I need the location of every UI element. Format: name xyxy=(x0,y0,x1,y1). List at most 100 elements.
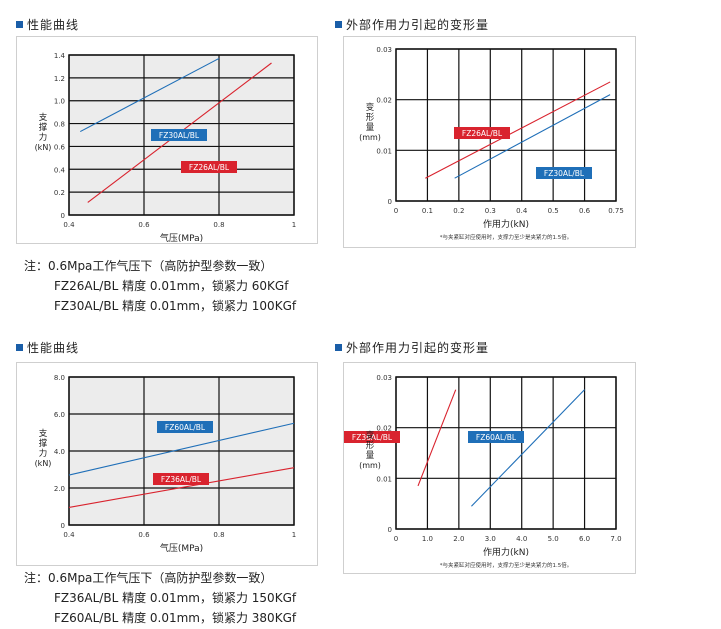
series-line-fz36al-bl xyxy=(417,389,457,487)
x-tick-label: 0.2 xyxy=(453,207,464,215)
x-tick-label: 0 xyxy=(394,535,398,543)
series-label: FZ26AL/BL xyxy=(462,129,503,138)
section-title-text: 性能曲线 xyxy=(27,18,80,32)
x-axis-label: 气压(MPa) xyxy=(160,542,203,554)
section-title-deformation-bottom: 外部作用力引起的变形量 xyxy=(335,339,489,356)
series-label-box xyxy=(181,161,237,173)
x-tick-label: 4.0 xyxy=(516,535,527,543)
series-label: FZ30AL/BL xyxy=(159,131,200,140)
y-axis-label: 力 xyxy=(39,448,48,459)
x-axis-label: 气压(MPa) xyxy=(160,232,203,243)
x-tick-label: 0.5 xyxy=(548,207,559,215)
chart-svg: 0 1.0 2.0 3.0 4.0 5.0 6.0 7.0 0 0.01 0.02 0.03 FZ36A… xyxy=(344,374,622,569)
x-tick-label: 2.0 xyxy=(453,535,464,543)
y-tick-label: 0.03 xyxy=(376,374,392,382)
x-tick-label: 0.4 xyxy=(63,221,75,229)
y-axis-label: 形 xyxy=(366,441,375,451)
y-tick-label: 0 xyxy=(61,522,65,530)
chart-deformation-top: 0 0.1 0.2 0.3 0.4 0.5 0.6 0.75 0 0.01 0.02 0.03 FZ26… xyxy=(343,36,636,248)
y-tick-label: 1.0 xyxy=(54,98,65,106)
series-label-box xyxy=(536,167,592,179)
note-line: FZ30AL/BL 精度 0.01mm，锁紧力 100KGf xyxy=(54,299,297,313)
x-axis-label: 作用力(kN) xyxy=(483,546,529,558)
square-bullet-icon xyxy=(335,21,342,28)
y-axis-unit: (mm) xyxy=(359,133,381,142)
series-label: FZ30AL/BL xyxy=(544,169,585,178)
series-label: FZ60AL/BL xyxy=(165,423,206,432)
series-line-fz26al-bl xyxy=(425,81,611,179)
plot-frame xyxy=(68,54,295,216)
x-tick-label: 7.0 xyxy=(610,535,621,543)
chart-deformation-bottom: 0 1.0 2.0 3.0 4.0 5.0 6.0 7.0 0 0.01 0.02 0.03 FZ36A… xyxy=(343,362,636,574)
square-bullet-icon xyxy=(16,344,23,351)
note-bottom: 注：0.6Mpa工作气压下（高防护型参数一致） FZ36AL/BL 精度 0.0… xyxy=(24,568,296,628)
x-tick-label: 1.0 xyxy=(422,535,433,543)
y-axis-unit: (kN) xyxy=(35,143,52,152)
section-title-text: 外部作用力引起的变形量 xyxy=(346,341,490,355)
y-axis-label: 形 xyxy=(366,113,375,123)
series-label-box xyxy=(344,431,400,443)
series-label-box xyxy=(153,473,209,485)
y-axis-label: 撑 xyxy=(39,438,48,449)
x-tick-label: 0.6 xyxy=(138,531,150,539)
note-line: FZ36AL/BL 精度 0.01mm，锁紧力 150KGf xyxy=(54,591,297,605)
section-title-text: 性能曲线 xyxy=(27,341,80,355)
y-tick-label: 0.8 xyxy=(54,121,65,129)
y-tick-label: 1.2 xyxy=(54,75,65,83)
note-line: FZ60AL/BL 精度 0.01mm，锁紧力 380KGf xyxy=(54,611,297,625)
plot-frame xyxy=(395,48,617,202)
x-tick-label: 0.8 xyxy=(213,531,224,539)
y-axis-label: 力 xyxy=(39,132,48,143)
x-tick-label: 0.6 xyxy=(579,207,591,215)
series-label-box xyxy=(468,431,524,443)
series-label: FZ36AL/BL xyxy=(352,433,393,442)
y-tick-label: 0 xyxy=(61,212,65,220)
square-bullet-icon xyxy=(16,21,23,28)
y-tick-label: 0 xyxy=(388,526,392,534)
y-tick-label: 0.01 xyxy=(376,475,392,483)
x-tick-label: 0.4 xyxy=(63,531,75,539)
y-tick-label: 0.2 xyxy=(54,189,65,197)
y-axis-unit: (mm) xyxy=(359,461,381,470)
y-axis-unit: (kN) xyxy=(35,459,52,468)
y-axis-label: 量 xyxy=(366,451,375,461)
series-label: FZ26AL/BL xyxy=(189,163,230,172)
plot-frame xyxy=(395,376,617,530)
section-title-performance-top: 性能曲线 xyxy=(16,16,79,33)
plot-area xyxy=(396,377,616,529)
x-tick-label: 1 xyxy=(292,221,296,229)
y-axis-label: 量 xyxy=(366,123,375,133)
plot-frame xyxy=(68,376,295,526)
series-label: FZ36AL/BL xyxy=(161,475,202,484)
y-axis-label: 支 xyxy=(39,112,48,123)
chart-footnote: *与夹紧缸对应使用时，支撑力至少是夹紧力的1.5倍。 xyxy=(440,561,573,569)
note-line: 注：0.6Mpa工作气压下（高防护型参数一致） xyxy=(24,259,273,273)
note-line: 注：0.6Mpa工作气压下（高防护型参数一致） xyxy=(24,571,273,585)
y-tick-label: 8.0 xyxy=(54,374,65,382)
chart-performance-top: 0.4 0.6 0.8 1 0 0.2 0.4 0.6 0.8 1.0 1.2 1.4 FZ30AL/B… xyxy=(16,36,318,244)
y-tick-label: 0.6 xyxy=(54,143,66,151)
y-tick-label: 0 xyxy=(388,198,392,206)
x-tick-label: 3.0 xyxy=(485,535,496,543)
y-axis-label: 撑 xyxy=(39,122,48,133)
chart-svg: 0.4 0.6 0.8 1 0 2.0 4.0 6.0 8.0 FZ60AL/BL FZ36AL/B… xyxy=(35,374,297,554)
section-title-deformation-top: 外部作用力引起的变形量 xyxy=(335,16,489,33)
x-tick-label: 0.4 xyxy=(516,207,528,215)
y-tick-label: 0.01 xyxy=(376,147,392,155)
note-line: FZ26AL/BL 精度 0.01mm，锁紧力 60KGf xyxy=(54,279,289,293)
chart-svg: 0 0.1 0.2 0.3 0.4 0.5 0.6 0.75 0 0.01 0.02 0.03 FZ26… xyxy=(359,46,624,241)
x-tick-label: 0.75 xyxy=(608,207,624,215)
x-tick-label: 5.0 xyxy=(548,535,559,543)
y-axis-label: 变 xyxy=(366,102,375,113)
x-tick-label: 6.0 xyxy=(579,535,590,543)
y-tick-label: 2.0 xyxy=(54,485,65,493)
y-tick-label: 6.0 xyxy=(54,411,65,419)
y-tick-label: 0.02 xyxy=(376,425,392,433)
x-tick-label: 0.3 xyxy=(485,207,496,215)
series-line-fz30al-bl xyxy=(454,94,611,179)
note-top: 注：0.6Mpa工作气压下（高防护型参数一致） FZ26AL/BL 精度 0.0… xyxy=(24,256,296,316)
x-tick-label: 0.6 xyxy=(138,221,150,229)
series-line-fz36al-bl xyxy=(68,467,295,508)
x-tick-label: 0.8 xyxy=(213,221,224,229)
series-label-box xyxy=(454,127,510,139)
